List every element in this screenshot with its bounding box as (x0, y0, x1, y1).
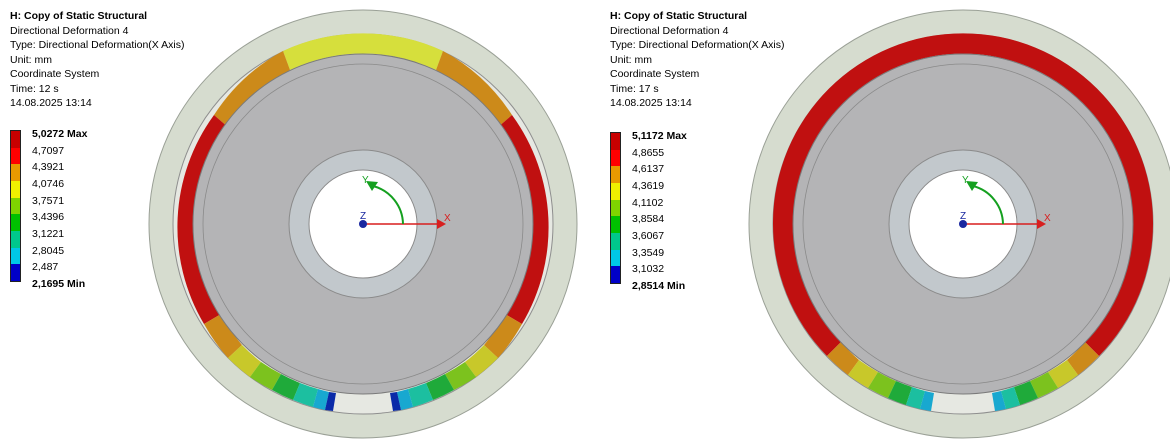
x-axis-label: X (444, 213, 451, 224)
y-axis-arrow-icon (366, 181, 378, 191)
coordinate-system: Coordinate System (10, 68, 100, 80)
result-name: Directional Deformation 4 (10, 24, 129, 37)
coordinate-triad: X Y Z (959, 175, 1051, 229)
legend-level: 3,1032 (632, 263, 665, 276)
result-date: 14.08.2025 13:14 (610, 97, 692, 109)
legend-level: 4,7097 (32, 144, 65, 157)
result-date: 14.08.2025 13:14 (10, 97, 92, 109)
result-type: Type: Directional Deformation(X Axis) (610, 39, 785, 51)
result-type: Type: Directional Deformation(X Axis) (10, 39, 185, 51)
y-axis-arrow-icon (966, 181, 978, 191)
result-unit: Unit: mm (610, 53, 652, 66)
coordinate-triad: X Y Z (359, 175, 451, 229)
legend-color-bar (610, 132, 621, 284)
z-axis-label: Z (360, 211, 366, 222)
legend-level: 3,7571 (32, 194, 65, 207)
legend-level: 4,1102 (632, 196, 664, 209)
z-axis-dot-icon (959, 220, 967, 228)
legend-level: 4,8655 (632, 146, 665, 159)
x-axis-arrow-icon (437, 219, 446, 229)
legend-level: 3,6067 (632, 229, 665, 242)
contour-segments (177, 33, 549, 411)
result-time: Time: 12 s (10, 82, 59, 95)
legend-level: 3,4396 (32, 211, 65, 224)
x-axis-label: X (1044, 213, 1051, 224)
legend-level: 4,6137 (632, 163, 665, 176)
model-viewport[interactable]: X Y Z (600, 0, 1170, 439)
legend-color-bar (10, 130, 21, 282)
legend-max-label: 5,0272 Max (32, 128, 88, 140)
result-panel-left: H: Copy of Static Structural Directional… (0, 0, 585, 439)
disk-inner-edge (202, 63, 524, 385)
legend-level: 2,487 (32, 261, 59, 274)
legend-level: 4,0746 (32, 177, 65, 190)
legend-level: 3,3549 (632, 246, 665, 259)
coordinate-system: Coordinate System (610, 68, 700, 80)
contour-segments (773, 33, 1153, 411)
legend-level: 3,1221 (32, 227, 65, 240)
result-name: Directional Deformation 4 (610, 24, 729, 37)
x-axis-arrow-icon (1037, 219, 1046, 229)
y-axis-label: Y (962, 175, 969, 186)
legend-min-label: 2,1695 Min (32, 277, 86, 290)
legend-max-label: 5,1172 Max (632, 130, 687, 142)
legend-level: 3,8584 (632, 213, 665, 226)
rotation-arc (372, 185, 404, 225)
analysis-title: H: Copy of Static Structural (610, 10, 748, 22)
legend-level: 2,8045 (32, 244, 65, 257)
disk-inner-edge (802, 63, 1124, 385)
y-axis-label: Y (362, 175, 369, 186)
legend-level: 4,3619 (632, 179, 665, 192)
legend-min-label: 2,8514 Min (632, 279, 686, 292)
result-info: H: Copy of Static Structural Directional… (610, 9, 784, 111)
result-time: Time: 17 s (610, 82, 659, 95)
result-panel-right: H: Copy of Static Structural Directional… (600, 0, 1170, 439)
z-axis-label: Z (960, 211, 966, 222)
rotation-arc (972, 185, 1004, 225)
model-viewport[interactable]: X Y Z (0, 0, 585, 439)
z-axis-dot-icon (359, 220, 367, 228)
result-info: H: Copy of Static Structural Directional… (10, 9, 184, 111)
legend-level: 4,3921 (32, 161, 65, 174)
result-unit: Unit: mm (10, 53, 52, 66)
analysis-title: H: Copy of Static Structural (10, 10, 148, 22)
